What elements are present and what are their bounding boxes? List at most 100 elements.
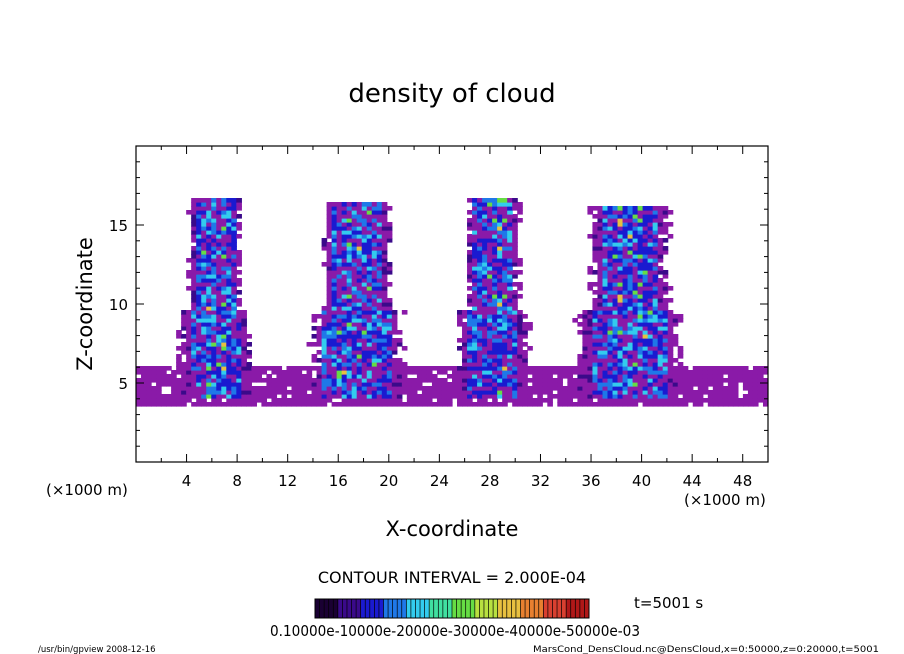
density-cell xyxy=(632,338,639,343)
density-cell xyxy=(492,278,498,283)
density-cell xyxy=(356,334,363,339)
density-cell xyxy=(376,294,383,299)
density-cell xyxy=(517,206,523,211)
density-cell xyxy=(507,282,513,287)
density-cell xyxy=(421,386,428,391)
density-cell xyxy=(321,394,328,399)
density-cell xyxy=(181,366,187,371)
density-cell xyxy=(507,258,513,263)
density-cell xyxy=(331,402,338,407)
density-cell xyxy=(537,366,543,371)
density-cell xyxy=(211,374,217,379)
density-cell xyxy=(371,290,378,295)
plot-area xyxy=(136,198,768,407)
density-cell xyxy=(326,246,333,251)
density-cell xyxy=(371,234,378,239)
density-cell xyxy=(361,362,368,367)
density-cell xyxy=(371,210,378,215)
density-cell xyxy=(467,238,473,243)
density-cell xyxy=(376,242,383,247)
density-cell xyxy=(341,298,348,303)
density-cell xyxy=(587,322,594,327)
density-cell xyxy=(487,250,493,255)
density-cell xyxy=(216,262,222,267)
density-cell xyxy=(477,402,483,407)
density-cell xyxy=(226,230,232,235)
density-cell xyxy=(206,358,212,363)
density-cell xyxy=(321,398,328,403)
density-cell xyxy=(757,390,764,395)
density-cell xyxy=(351,358,358,363)
density-cell xyxy=(687,378,694,383)
density-cell xyxy=(637,374,644,379)
density-cell xyxy=(216,402,222,407)
density-cell xyxy=(492,330,498,335)
density-cell xyxy=(371,294,378,299)
density-cell xyxy=(361,226,368,231)
density-cell xyxy=(497,334,503,339)
density-cell xyxy=(211,254,217,259)
density-cell xyxy=(517,342,523,347)
density-cell xyxy=(181,378,187,383)
density-cell xyxy=(657,230,664,235)
density-cell xyxy=(186,386,192,391)
density-cell xyxy=(472,402,478,407)
x-tick-label: 32 xyxy=(531,472,550,490)
density-cell xyxy=(356,374,363,379)
density-cell xyxy=(642,298,649,303)
density-cell xyxy=(361,326,368,331)
density-cell xyxy=(617,362,624,367)
density-cell xyxy=(351,230,358,235)
density-cell xyxy=(216,366,222,371)
density-cell xyxy=(231,238,237,243)
density-cell xyxy=(236,250,242,255)
density-cell xyxy=(261,386,268,391)
density-cell xyxy=(642,374,649,379)
density-cell xyxy=(667,350,674,355)
density-cell xyxy=(507,234,513,239)
density-cell xyxy=(492,258,498,263)
density-cell xyxy=(341,230,348,235)
density-cell xyxy=(622,390,629,395)
density-cell xyxy=(351,338,358,343)
density-cell xyxy=(517,366,523,371)
density-cell xyxy=(637,226,644,231)
density-cell xyxy=(657,354,664,359)
density-cell xyxy=(366,326,373,331)
density-cell xyxy=(241,398,247,403)
density-cell xyxy=(602,390,609,395)
density-cell xyxy=(657,378,664,383)
density-cell xyxy=(607,246,614,251)
density-cell xyxy=(371,330,378,335)
density-cell xyxy=(512,374,518,379)
density-cell xyxy=(356,346,363,351)
density-cell xyxy=(196,210,202,215)
density-cell xyxy=(326,310,333,315)
density-cell xyxy=(687,370,694,375)
density-cell xyxy=(401,402,408,407)
density-cell xyxy=(361,230,368,235)
density-cell xyxy=(331,258,338,263)
density-cell xyxy=(592,306,599,311)
density-cell xyxy=(457,366,463,371)
density-cell xyxy=(341,382,348,387)
density-cell xyxy=(652,246,659,251)
density-cell xyxy=(351,222,358,227)
density-cell xyxy=(657,226,664,231)
density-cell xyxy=(642,222,649,227)
density-cell xyxy=(597,258,604,263)
density-cell xyxy=(482,346,488,351)
density-cell xyxy=(281,386,288,391)
density-cell xyxy=(221,318,227,323)
density-cell xyxy=(487,394,493,399)
density-cell xyxy=(627,350,634,355)
density-cell xyxy=(552,386,558,391)
density-cell xyxy=(527,346,533,351)
density-cell xyxy=(216,250,222,255)
density-cell xyxy=(587,266,594,271)
density-cell xyxy=(647,326,654,331)
density-cell xyxy=(341,354,348,359)
density-cell xyxy=(366,322,373,327)
density-cell xyxy=(597,314,604,319)
density-cell xyxy=(452,394,458,399)
